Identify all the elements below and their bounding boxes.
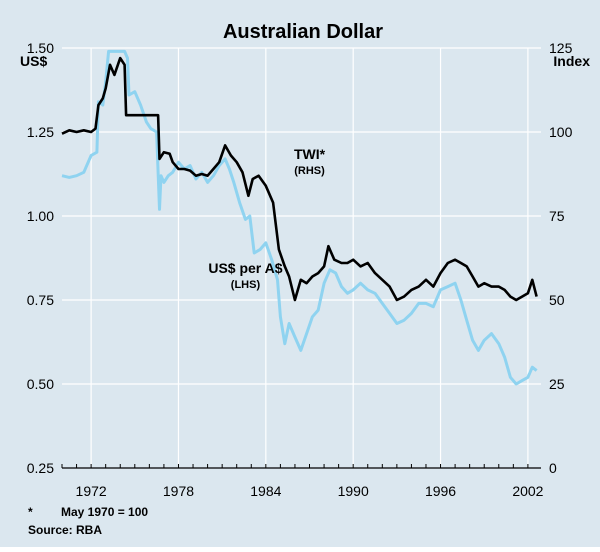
left-axis-unit: US$ — [20, 53, 47, 69]
x-tick-label: 1996 — [425, 483, 456, 499]
footnote-text: May 1970 = 100 — [61, 505, 148, 519]
series-usd-sublabel: (LHS) — [231, 279, 261, 291]
x-tick-label: 1972 — [76, 483, 107, 499]
x-tick-label: 1990 — [338, 483, 369, 499]
left-tick-label: 1.00 — [27, 208, 54, 224]
plot-area — [62, 48, 541, 468]
right-tick-label: 25 — [549, 376, 565, 392]
series-twi-label: TWI* — [294, 146, 326, 162]
x-tick-label: 1978 — [163, 483, 194, 499]
series-twi-sublabel: (RHS) — [294, 165, 325, 177]
right-tick-label: 125 — [549, 40, 573, 56]
x-tick-label: 1984 — [250, 483, 281, 499]
left-tick-label: 0.25 — [27, 460, 54, 476]
series-labels: US$ per A$ (LHS) TWI* (RHS) — [208, 146, 325, 291]
tick-labels: 0.25 0.50 0.75 1.00 1.25 1.50 0 25 50 75 100 125 197… — [27, 40, 573, 499]
right-tick-label: 75 — [549, 208, 565, 224]
x-tick-label: 2002 — [512, 483, 543, 499]
series-layer — [61, 49, 538, 386]
left-tick-label: 1.50 — [27, 40, 54, 56]
source-text: Source: RBA — [28, 523, 102, 537]
right-axis-unit: Index — [553, 53, 590, 69]
footnote-marker: * — [28, 505, 33, 519]
right-tick-label: 0 — [549, 460, 557, 476]
left-tick-label: 0.75 — [27, 292, 54, 308]
series-usd-line — [61, 49, 538, 386]
left-tick-label: 1.25 — [27, 124, 54, 140]
right-tick-label: 50 — [549, 292, 565, 308]
right-tick-label: 100 — [549, 124, 573, 140]
series-usd-label: US$ per A$ — [208, 260, 282, 276]
chart-title: Australian Dollar — [223, 21, 383, 43]
series-twi-line — [61, 56, 538, 302]
left-tick-label: 0.50 — [27, 376, 54, 392]
